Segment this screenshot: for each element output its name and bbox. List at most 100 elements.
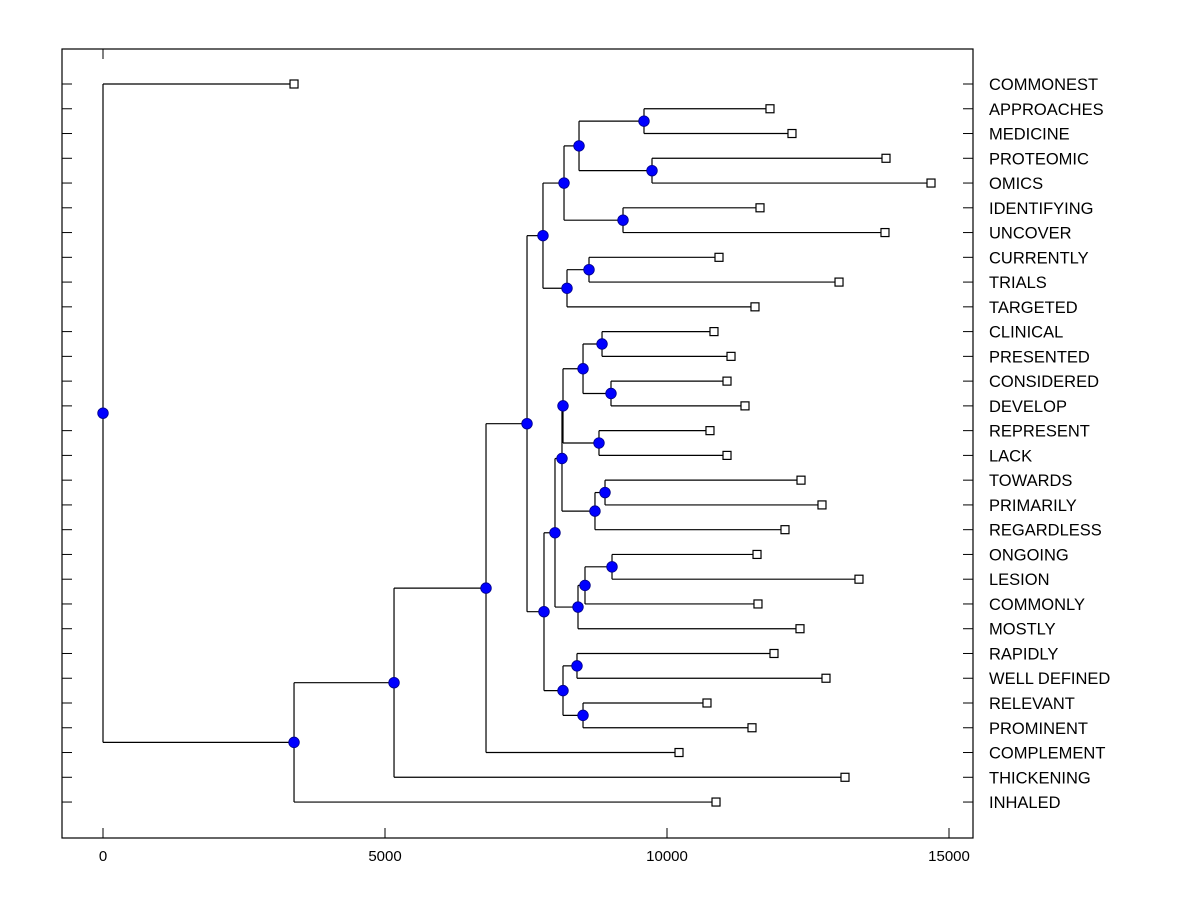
internal-nodes (97, 115, 658, 749)
leaf-marker (854, 574, 864, 584)
leaf-label: RELEVANT (989, 695, 1075, 713)
leaf-marker (795, 624, 805, 634)
internal-node (537, 229, 549, 242)
leaf-label: REGARDLESS (989, 522, 1102, 540)
leaf-marker (726, 351, 736, 361)
leaf-label: IDENTIFYING (989, 200, 1094, 218)
leaf-label: COMMONLY (989, 596, 1085, 614)
leaf-marker (674, 747, 684, 758)
internal-node (521, 417, 533, 430)
internal-node (577, 363, 589, 375)
internal-node (480, 582, 492, 594)
leaf-label: DEVELOP (989, 398, 1067, 416)
leaf-marker (705, 426, 715, 436)
leaf-label: INHALED (989, 794, 1061, 812)
leaf-marker (722, 376, 732, 386)
internal-node (606, 561, 618, 573)
internal-node (596, 338, 608, 350)
leaf-marker (289, 79, 299, 89)
leaf-marker (714, 252, 724, 262)
internal-node (638, 115, 650, 127)
leaf-label: PRIMARILY (989, 497, 1077, 515)
internal-node (288, 736, 300, 749)
leaf-marker (787, 128, 797, 139)
leaf-marker (752, 549, 762, 560)
leaf-marker (753, 599, 763, 609)
x-tick-label: 0 (99, 848, 107, 865)
leaf-marker (755, 203, 765, 213)
leaf-labels: COMMONEST APPROACHES MEDICINE PROTEOMIC OMIC… (989, 76, 1110, 812)
internal-node (388, 676, 400, 689)
leaf-marker (722, 450, 732, 460)
leaf-label: CONSIDERED (989, 373, 1099, 391)
leaf-label: CLINICAL (989, 324, 1063, 342)
leaf-label: COMPLEMENT (989, 745, 1105, 763)
internal-node (646, 164, 658, 177)
leaf-marker (709, 327, 719, 337)
leaf-label: UNCOVER (989, 225, 1072, 243)
leaf-marker (821, 673, 831, 683)
leaf-marker (796, 475, 806, 485)
leaf-label: LESION (989, 571, 1050, 589)
internal-node (589, 505, 601, 517)
leaf-marker (765, 104, 775, 114)
internal-node (593, 437, 605, 449)
leaf-label: MEDICINE (989, 126, 1070, 144)
plot-frame (61, 48, 974, 839)
x-tick-label: 15000 (928, 848, 970, 865)
leaf-marker (769, 648, 779, 659)
leaf-label: MOSTLY (989, 621, 1056, 639)
internal-node (605, 387, 617, 400)
x-axis: 0 5000 10000 15000 (99, 49, 970, 865)
y-ticks (62, 83, 973, 803)
leaf-label: CURRENTLY (989, 249, 1089, 267)
internal-node (538, 605, 550, 618)
leaf-marker (780, 525, 790, 535)
internal-node (561, 282, 573, 294)
leaf-label: THICKENING (989, 769, 1091, 787)
leaf-marker (711, 797, 721, 807)
leaf-label: RAPIDLY (989, 645, 1058, 663)
leaf-label: PROMINENT (989, 720, 1088, 738)
x-tick-label: 10000 (646, 848, 688, 865)
x-tick-label: 5000 (368, 848, 401, 865)
leaf-label: TARGETED (989, 299, 1078, 317)
internal-node (557, 684, 569, 697)
leaf-marker (747, 723, 757, 733)
internal-node (599, 486, 611, 499)
leaf-marker (740, 401, 750, 411)
leaf-marker (926, 178, 936, 188)
branches (102, 83, 932, 803)
internal-node (571, 660, 583, 672)
internal-node (573, 140, 585, 152)
leaf-label: OMICS (989, 175, 1043, 193)
leaf-marker (817, 500, 827, 510)
leaf-marker (880, 227, 890, 238)
internal-node (557, 400, 569, 412)
leaf-marker (834, 277, 844, 287)
internal-node (577, 709, 589, 722)
leaf-marker (840, 772, 850, 782)
leaf-label: LACK (989, 447, 1032, 465)
leaves (289, 79, 936, 807)
leaf-label: REPRESENT (989, 423, 1090, 441)
leaf-label: TOWARDS (989, 472, 1072, 490)
leaf-marker (750, 302, 760, 312)
internal-node (583, 264, 595, 276)
internal-node (558, 177, 570, 189)
leaf-label: ONGOING (989, 546, 1069, 564)
internal-node (549, 527, 561, 539)
internal-node (579, 579, 591, 592)
internal-node (617, 214, 629, 226)
leaf-label: PRESENTED (989, 348, 1090, 366)
internal-node (556, 452, 568, 465)
leaf-label: PROTEOMIC (989, 150, 1089, 168)
leaf-label: APPROACHES (989, 101, 1104, 119)
leaf-marker (881, 153, 891, 163)
leaf-label: WELL DEFINED (989, 670, 1110, 688)
leaf-marker (702, 698, 712, 708)
internal-node (97, 407, 109, 419)
leaf-label: TRIALS (989, 274, 1047, 292)
internal-node (572, 601, 584, 613)
